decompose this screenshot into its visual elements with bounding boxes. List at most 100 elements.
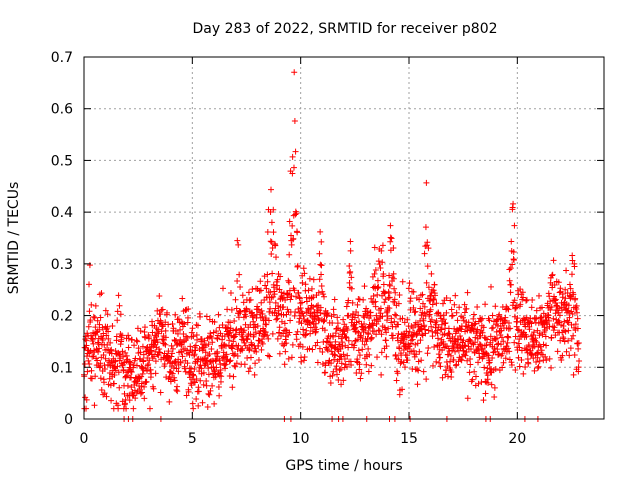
data-point — [451, 301, 458, 308]
data-point — [235, 241, 242, 248]
data-point — [505, 334, 512, 341]
data-point — [449, 312, 456, 319]
data-point — [520, 294, 527, 301]
data-point — [281, 320, 288, 327]
data-point — [83, 353, 90, 360]
data-point — [197, 313, 204, 320]
data-point — [474, 304, 481, 311]
data-point — [97, 375, 104, 382]
data-point — [447, 352, 454, 359]
data-point — [546, 317, 553, 324]
data-point — [192, 342, 199, 349]
data-point — [168, 369, 175, 376]
data-point — [425, 245, 432, 252]
data-point — [258, 307, 265, 314]
data-point — [226, 358, 233, 365]
data-point — [472, 334, 479, 341]
data-point — [481, 364, 488, 371]
data-point — [371, 317, 378, 324]
data-point — [432, 292, 439, 299]
data-point — [310, 276, 317, 283]
data-point — [359, 326, 366, 333]
data-point — [404, 357, 411, 364]
data-point — [88, 375, 95, 382]
data-point — [268, 186, 275, 193]
data-point — [517, 301, 524, 308]
data-point — [152, 358, 159, 365]
data-point — [229, 343, 236, 350]
data-point — [400, 346, 407, 353]
data-point — [258, 299, 265, 306]
data-point — [138, 380, 145, 387]
data-point — [380, 270, 387, 277]
data-point — [419, 331, 426, 338]
data-point — [233, 360, 240, 367]
data-point — [116, 384, 123, 391]
data-point — [249, 286, 256, 293]
data-point — [146, 333, 153, 340]
data-point — [506, 277, 513, 284]
data-point — [222, 361, 229, 368]
data-point — [262, 329, 269, 336]
data-point — [105, 328, 112, 335]
data-point — [276, 324, 283, 331]
data-point — [475, 359, 482, 366]
data-point — [319, 349, 326, 356]
data-point — [383, 329, 390, 336]
data-point — [347, 247, 354, 254]
data-point — [513, 302, 520, 309]
data-point — [437, 354, 444, 361]
data-point — [480, 397, 487, 404]
data-point — [310, 294, 317, 301]
data-point — [439, 374, 446, 381]
data-point — [245, 368, 252, 375]
data-point — [271, 309, 278, 316]
data-point — [125, 344, 132, 351]
data-point — [296, 315, 303, 322]
data-point — [168, 342, 175, 349]
data-point — [575, 339, 582, 346]
data-point — [345, 337, 352, 344]
data-point — [504, 339, 511, 346]
data-point — [390, 244, 397, 251]
data-point — [368, 295, 375, 302]
data-point — [165, 348, 172, 355]
data-point — [181, 321, 188, 328]
data-point — [488, 381, 495, 388]
data-point — [533, 315, 540, 322]
data-point — [174, 330, 181, 337]
data-point — [565, 337, 572, 344]
data-point — [419, 291, 426, 298]
data-point — [489, 355, 496, 362]
data-point — [332, 352, 339, 359]
data-point — [343, 303, 350, 310]
data-point — [388, 315, 395, 322]
data-point — [347, 238, 354, 245]
data-point — [346, 263, 353, 270]
data-point — [239, 345, 246, 352]
data-point — [549, 323, 556, 330]
data-point — [369, 273, 376, 280]
data-point — [144, 368, 151, 375]
data-point — [285, 277, 292, 284]
data-point — [236, 308, 243, 315]
data-point — [374, 277, 381, 284]
data-point — [337, 366, 344, 373]
data-point — [356, 366, 363, 373]
data-point — [218, 345, 225, 352]
data-point — [508, 238, 515, 245]
data-point — [229, 384, 236, 391]
data-point — [213, 355, 220, 362]
data-point — [184, 360, 191, 367]
data-point — [364, 308, 371, 315]
data-point — [374, 291, 381, 298]
data-point — [184, 314, 191, 321]
data-point — [86, 308, 93, 315]
data-point — [566, 352, 573, 359]
data-point — [234, 352, 241, 359]
data-point — [538, 314, 545, 321]
data-point — [222, 365, 229, 372]
data-point — [448, 306, 455, 313]
data-point — [241, 339, 248, 346]
data-point — [568, 271, 575, 278]
